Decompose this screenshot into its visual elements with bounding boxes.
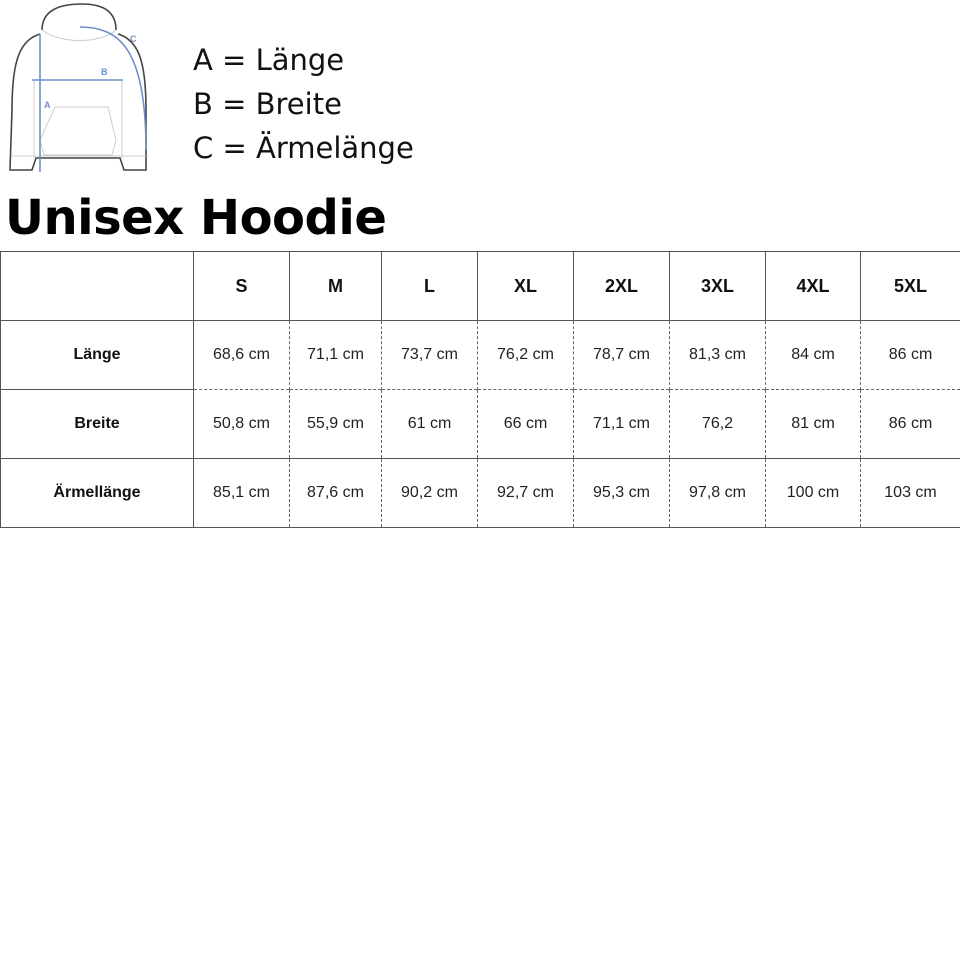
table-cell: 86 cm xyxy=(860,320,960,390)
table-cell: 87,6 cm xyxy=(289,458,382,528)
table-cell: 61 cm xyxy=(381,389,478,459)
table-cell: 103 cm xyxy=(860,458,960,528)
table-row: Ärmellänge 85,1 cm 87,6 cm 90,2 cm 92,7 cm 95… xyxy=(0,458,960,528)
table-cell: 66 cm xyxy=(477,389,574,459)
legend-b: B = Breite xyxy=(193,87,342,121)
table-cell: 95,3 cm xyxy=(573,458,670,528)
table-cell: 97,8 cm xyxy=(669,458,766,528)
size-header: M xyxy=(289,251,382,321)
table-cell: 73,7 cm xyxy=(381,320,478,390)
table-cell: 71,1 cm xyxy=(573,389,670,459)
table-cell: 78,7 cm xyxy=(573,320,670,390)
table-cell: 50,8 cm xyxy=(193,389,290,459)
row-label: Ärmellänge xyxy=(0,458,194,528)
table-cell: 92,7 cm xyxy=(477,458,574,528)
page-title: Unisex Hoodie xyxy=(5,190,387,246)
table-cell: 84 cm xyxy=(765,320,861,390)
legend-c: C = Ärmelänge xyxy=(193,131,414,165)
label-b: B xyxy=(101,67,108,77)
table-row: Breite 50,8 cm 55,9 cm 61 cm 66 cm 71,1 cm 76,… xyxy=(0,389,960,459)
label-a: A xyxy=(44,100,51,110)
row-label: Breite xyxy=(0,389,194,459)
size-header: 5XL xyxy=(860,251,960,321)
size-table: S M L XL 2XL 3XL 4XL 5XL Länge 68,6 cm 71,… xyxy=(0,251,960,528)
table-cell: 90,2 cm xyxy=(381,458,478,528)
table-cell: 86 cm xyxy=(860,389,960,459)
size-header: 2XL xyxy=(573,251,670,321)
table-row: Länge 68,6 cm 71,1 cm 73,7 cm 76,2 cm 78,7 cm… xyxy=(0,320,960,390)
table-cell: 85,1 cm xyxy=(193,458,290,528)
legend-a: A = Länge xyxy=(193,43,345,77)
table-cell: 55,9 cm xyxy=(289,389,382,459)
table-cell: 81,3 cm xyxy=(669,320,766,390)
header-empty xyxy=(0,251,194,321)
size-header: XL xyxy=(477,251,574,321)
size-header: S xyxy=(193,251,290,321)
size-header: L xyxy=(381,251,478,321)
hoodie-diagram: A B C xyxy=(9,3,147,172)
size-header: 4XL xyxy=(765,251,861,321)
header-row: S M L XL 2XL 3XL 4XL 5XL xyxy=(0,251,960,321)
label-c: C xyxy=(130,34,137,44)
table-cell: 68,6 cm xyxy=(193,320,290,390)
table-cell: 76,2 xyxy=(669,389,766,459)
row-label: Länge xyxy=(0,320,194,390)
measurement-legend: A = Länge B = Breite C = Ärmelänge xyxy=(193,38,414,170)
table-cell: 81 cm xyxy=(765,389,861,459)
table-cell: 76,2 cm xyxy=(477,320,574,390)
table-cell: 71,1 cm xyxy=(289,320,382,390)
table-cell: 100 cm xyxy=(765,458,861,528)
size-header: 3XL xyxy=(669,251,766,321)
